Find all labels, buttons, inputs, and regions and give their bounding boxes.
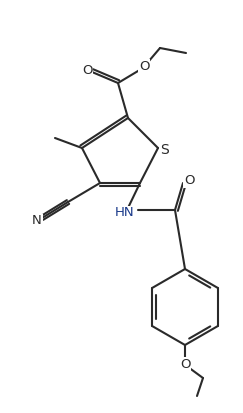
Text: S: S <box>160 143 168 157</box>
Text: O: O <box>180 358 190 370</box>
Text: O: O <box>82 64 92 78</box>
Text: N: N <box>32 214 42 228</box>
Text: O: O <box>184 175 194 188</box>
Text: O: O <box>139 59 149 73</box>
Text: HN: HN <box>115 206 135 219</box>
